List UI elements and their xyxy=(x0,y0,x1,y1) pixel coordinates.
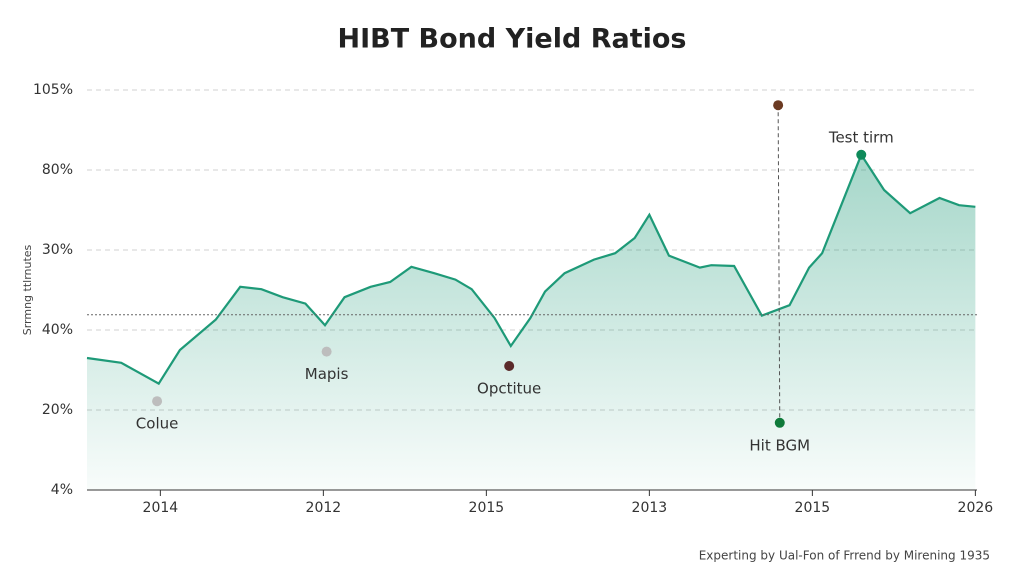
annotation-label: Test tirm xyxy=(828,128,894,146)
y-tick-label: 4% xyxy=(51,482,73,498)
annotation-marker xyxy=(504,361,515,371)
connector xyxy=(777,105,781,423)
footer: Experting by Ual-Fon of Frrend by Mireni… xyxy=(699,549,990,563)
annotation-marker xyxy=(152,396,163,407)
x-tick-label: 2015 xyxy=(795,500,831,516)
x-tick-label: 2012 xyxy=(306,500,342,516)
y-tick-label: 105% xyxy=(33,82,73,98)
area xyxy=(87,154,976,491)
annotation-label: Hit BGM xyxy=(749,436,810,454)
annotation-marker xyxy=(321,346,332,357)
point xyxy=(773,100,784,111)
line xyxy=(86,152,976,386)
y-tick-label: 80% xyxy=(42,162,73,178)
chart-title: HIBT Bond Yield Ratios xyxy=(337,24,686,55)
annotation-label: Colue xyxy=(136,415,179,433)
annotation-label: Mapis xyxy=(305,365,349,383)
x-tick-label: 2015 xyxy=(469,500,505,516)
x-tick-label: 2026 xyxy=(958,500,994,516)
annotation-label: Opctitue xyxy=(477,380,541,398)
x-tick-label: 2013 xyxy=(632,500,668,516)
annotation-marker xyxy=(774,417,785,428)
x-tick-label: 2014 xyxy=(143,500,179,516)
y-tick-label: 30% xyxy=(42,242,73,258)
y-tick-label: 40% xyxy=(42,322,73,338)
annotation-marker xyxy=(856,149,867,160)
y-axis-label: Srrmng ttlrnutes xyxy=(21,244,34,335)
y-tick-label: 20% xyxy=(42,402,73,418)
